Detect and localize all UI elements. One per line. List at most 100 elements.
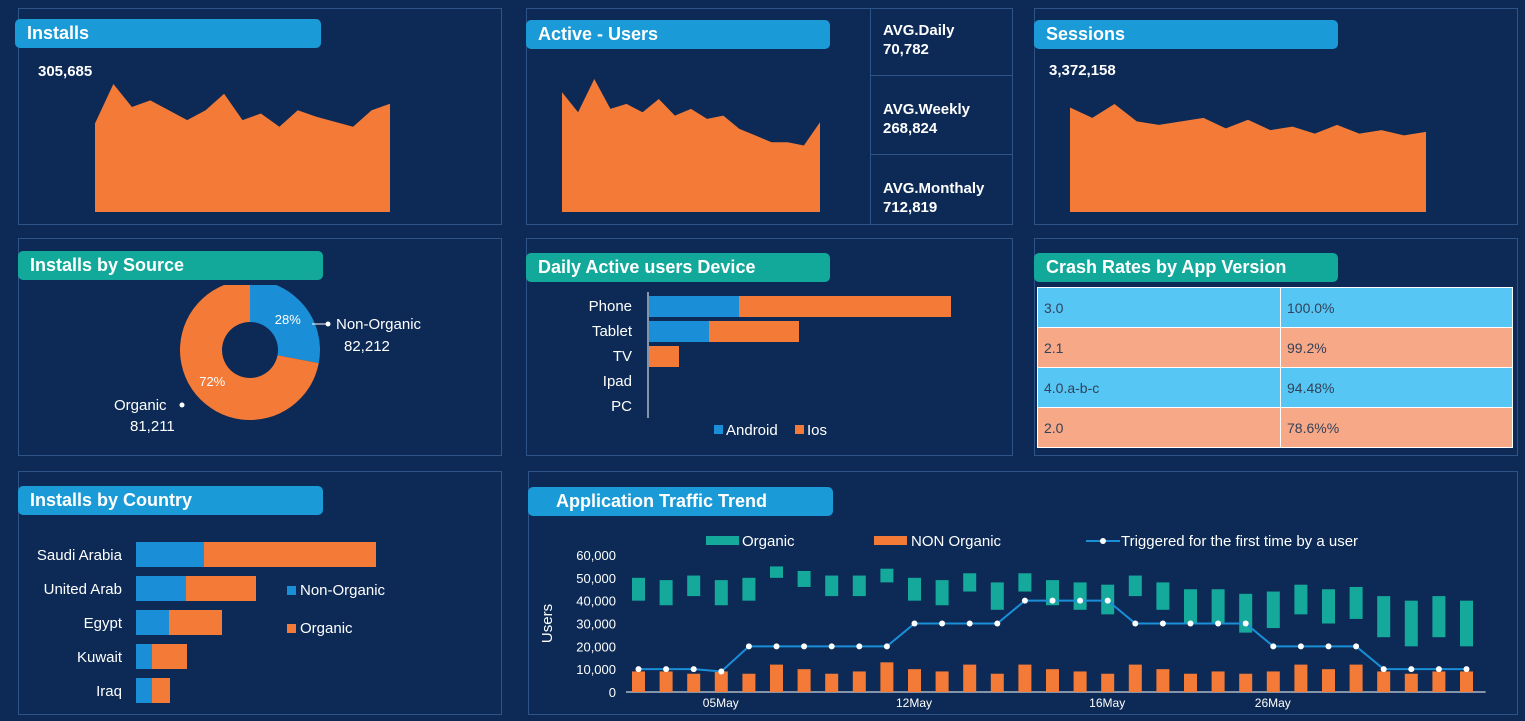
country-bar-organic [169,610,222,635]
x-tick-label: 26May [1255,696,1291,710]
avg-daily: AVG.Daily 70,782 [870,9,1012,75]
traffic-line-point [1380,666,1387,673]
y-tick-label: 10,000 [576,662,616,677]
donut-value-organic: 81,211 [130,418,175,435]
y-tick-label: 20,000 [576,639,616,654]
legend-line: Triggered for the first time by a user [1121,533,1358,550]
table-row: 4.0.a-b-c 94.48% [1037,367,1513,408]
version-cell: 4.0.a-b-c [1037,367,1281,408]
traffic-bar-non-organic [632,671,645,692]
donut-pct-label: 28% [275,312,301,327]
country-label: Kuwait [77,649,123,666]
country-bar-non-organic [136,576,186,601]
traffic-bar-non-organic [797,669,811,692]
traffic-bar-organic [1294,584,1308,615]
traffic-line-point [1353,643,1360,650]
traffic-bar-non-organic [1322,669,1335,692]
traffic-bar-non-organic [1018,664,1032,692]
legend-android: Android [726,422,778,439]
traffic-bar-organic [1349,586,1363,619]
active-users-title: Active - Users [526,20,830,49]
legend-android-swatch [714,425,723,434]
traffic-bar-organic [659,580,673,606]
traffic-line-point [911,620,918,627]
traffic-bar-non-organic [742,673,756,692]
traffic-bar-organic [1322,589,1335,624]
traffic-line-point [1187,620,1194,627]
traffic-bar-organic [687,575,701,597]
traffic-bar-organic [1377,596,1391,638]
rate-cell: 78.6%% [1280,407,1513,448]
traffic-bar-non-organic [908,669,921,692]
x-tick-label: 12May [896,696,932,710]
avg-monthly: AVG.Monthaly 712,819 [870,155,1012,225]
traffic-bar-organic [1184,589,1197,624]
traffic-line-point [1049,597,1056,604]
donut-pct-label: 72% [199,374,225,389]
device-label: TV [613,348,632,365]
x-tick-label: 16May [1089,696,1125,710]
legend-organic: Organic [742,533,795,550]
traffic-line-point [635,666,642,673]
leader-dot [325,321,331,327]
country-bar-organic [186,576,256,601]
legend-non-organic: Non-Organic [287,582,385,599]
traffic-line-point [1132,620,1139,627]
traffic-line [638,599,1467,673]
traffic-line-point [690,666,697,673]
sessions-title: Sessions [1034,20,1338,49]
country-title: Installs by Country [18,486,323,515]
active-users-area [562,79,820,212]
traffic-bar-non-organic [687,673,701,692]
device-label: Phone [589,298,632,315]
country-bar-non-organic [136,644,152,669]
traffic-bar-organic [1460,600,1473,647]
traffic-bar-organic [797,570,811,587]
version-cell: 2.0 [1037,407,1281,448]
avg-monthly-value: 712,819 [883,199,938,216]
traffic-line-point [939,620,946,627]
traffic-bar-non-organic [770,664,783,692]
rate-cell: 99.2% [1280,327,1513,368]
traffic-line-point [1435,666,1442,673]
traffic-bar-non-organic [990,673,1004,692]
traffic-line-point [1242,620,1249,627]
traffic-line-point [828,643,835,650]
donut-slice-non-organic [250,285,320,364]
traffic-bar-non-organic [1266,671,1280,692]
avg-weekly-label: AVG.Weekly [883,101,970,118]
leader-dot [179,402,185,408]
traffic-line-point [745,643,752,650]
traffic-bar-organic [825,575,839,597]
donut-slice-organic [180,285,319,420]
country-bar-chart: Saudi Arabia United Arab Egypt Kuwait Iraq [37,542,376,703]
traffic-line-point [1021,597,1028,604]
country-label: Egypt [84,615,123,632]
x-tick-label: 05May [703,696,739,710]
traffic-bar-non-organic [963,664,977,692]
traffic-line-point [718,668,725,675]
avg-weekly: AVG.Weekly 268,824 [870,75,1012,155]
traffic-line-point [856,643,863,650]
country-label: Iraq [96,683,122,700]
y-tick-label: 60,000 [576,548,616,563]
traffic-bar-non-organic [714,671,728,692]
table-row: 3.0 100.0% [1037,287,1513,328]
sessions-total: 3,372,158 [1049,62,1116,79]
traffic-line-point [1270,643,1277,650]
y-axis-label: Users [539,604,556,643]
traffic-bar-non-organic [1101,673,1115,692]
active-users-area-chart [562,79,820,212]
version-cell: 2.1 [1037,327,1281,368]
crash-table: 3.0 100.0% 2.1 99.2% 4.0.a-b-c 94.48% 2.0 78… [1037,287,1513,448]
traffic-bar-organic [1266,591,1280,629]
table-row: 2.1 99.2% [1037,327,1513,368]
country-bar-non-organic [136,542,204,567]
legend-organic-swatch [706,536,739,545]
device-label: Ipad [603,373,632,390]
country-bar-organic [152,678,170,703]
device-bar-ios [709,321,799,342]
traffic-line-point [1297,643,1304,650]
rate-cell: 100.0% [1280,287,1513,328]
rate-cell: 94.48% [1280,367,1513,408]
